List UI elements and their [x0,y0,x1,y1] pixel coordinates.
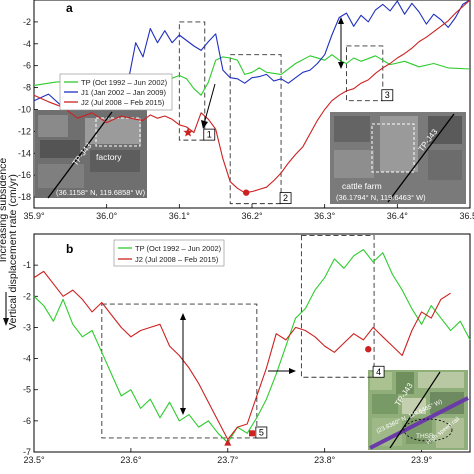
y-tick-label: -1 [23,260,31,270]
panel-b-y-ticks: -1 -2 -3 -4 -5 -6 -7 [23,260,38,457]
panel-b-legend: TP (Oct 1992 – Jun 2002) J2 (Jul 2008 – … [113,239,225,267]
box-label-frame-4 [372,365,385,378]
y-tick-label: -5 [23,385,31,395]
marker-triangle-b0 [224,438,232,446]
panel-b: -1 -2 -3 -4 -5 -6 -7 23.5° 23.6° 23.7° 23.8° 23.9°… [23,233,471,465]
box-label-2: 2 [283,193,288,203]
box-label-frame-3 [381,89,394,102]
y-tick-label: -4 [23,39,31,49]
panel-b-x-ticks: 23.5° 23.6° 23.7° 23.8° 23.9° [23,448,433,465]
panel-b-arrow-1 [180,313,186,415]
x-tick-label: 36.4° [387,211,409,221]
y-tick-label: -4 [23,354,31,364]
y-tick-label: -16 [18,170,31,180]
legend-b-tp: TP (Oct 1992 – Jun 2002) [135,244,222,253]
panel-a-y-ticks: -2 -4 -6 -8 -10 -12 -14 -16 -18 [18,17,38,202]
dashed-box-2 [229,54,282,205]
panel-a-legend: TP (Oct 1992 – Jun 2002) J1 (Jan 2002 – … [59,73,173,111]
panel-a-arrow-1 [201,83,216,129]
y-tick-label: -6 [23,61,31,71]
subsidence-label: Increasing subsidence [0,158,9,263]
x-tick-label: 36.3° [314,211,336,221]
legend-a-j1: J1 (Jan 2002 – Jan 2009) [81,88,167,97]
panel-a-label: a [66,1,73,15]
factory-label: factory [96,152,122,162]
marker-circle-a1 [242,189,250,196]
x-tick-label: 23.7° [217,455,239,465]
inset-factory: TP-J43 factory (36.1158° N, 119.6858° W) [35,110,147,199]
x-tick-label: 35.9° [23,211,45,221]
y-axis-label: Vertical displacement rate (cm/yr) [7,174,19,330]
box-label-4: 4 [376,367,381,377]
y-tick-label: -3 [23,322,31,332]
marker-circle-b2 [365,346,372,353]
inset-satellite: TP-J43 (23.8360° N, 119.6465° W) THSR Hi… [368,370,469,450]
subsidence-arrow [3,292,9,326]
y-tick-label: -10 [18,104,31,114]
box-label-5: 5 [259,427,264,437]
panel-b-dashed-boxes: 45 [101,235,385,439]
coords-label-1: (36.1158° N, 119.6858° W) [56,188,146,197]
dashed-box-4 [300,235,375,378]
dashed-box-3 [346,45,384,102]
x-tick-label: 36.2° [241,211,263,221]
x-tick-label: 36.0° [96,211,118,221]
dashed-box-1 [178,21,206,141]
y-tick-label: -7 [23,447,31,457]
x-tick-label: 23.6° [120,455,142,465]
cattle-farm-label: cattle farm [342,181,382,191]
y-tick-label: -12 [18,126,31,136]
legend-a-tp: TP (Oct 1992 – Jun 2002) [81,78,168,87]
panel-b-series [33,249,471,444]
panel-a-arrow-2 [338,17,344,69]
series-line-a-1 [33,0,471,108]
series-line-a-2 [33,0,471,194]
coords-label-2: (36.1794° N, 119.6463° W) [336,193,426,202]
y-tick-label: -8 [23,83,31,93]
panel-a: -2-4-6-8-10-12-14-16-18 35.9° 36.0° 36.1° 3… [18,0,474,221]
legend-b-j2: J2 (Jul 2008 – Feb 2015) [135,255,219,264]
x-tick-label: 23.5° [23,455,45,465]
series-line-b-1 [33,270,451,441]
inset-cattle-farm: TP-J43 cattle farm (36.1794° N, 119.6463… [330,112,466,204]
x-tick-label: 36.1° [169,211,191,221]
series-line-b-0 [33,249,471,444]
marker-star-a0 [183,127,193,137]
y-tick-label: -2 [23,17,31,27]
legend-a-j2: J2 (Jul 2008 – Feb 2015) [81,98,165,107]
panel-a-markers [183,127,250,196]
panel-a-dashed-boxes: 1 2 3 [178,21,394,205]
panel-b-markers [224,346,372,446]
box-label-frame-5 [255,426,268,439]
box-label-1: 1 [207,130,212,140]
thsr-label: THSR [416,433,434,440]
y-tick-label: -18 [18,192,31,202]
y-tick-label: -6 [23,416,31,426]
box-label-3: 3 [385,90,390,100]
box-label-frame-2 [279,192,292,205]
y-tick-label: -14 [18,148,31,158]
panel-a-x-ticks: 35.9° 36.0° 36.1° 36.2° 36.3° 36.4° 36.5° [23,204,474,221]
panel-b-label: b [66,242,73,256]
x-tick-label: 36.5° [459,211,474,221]
x-tick-label: 23.8° [314,455,336,465]
box-label-frame-1 [203,128,216,141]
x-tick-label: 23.9° [411,455,433,465]
marker-square-b1 [249,430,255,437]
y-tick-label: -2 [23,291,31,301]
panel-b-arrow-2 [268,368,296,374]
